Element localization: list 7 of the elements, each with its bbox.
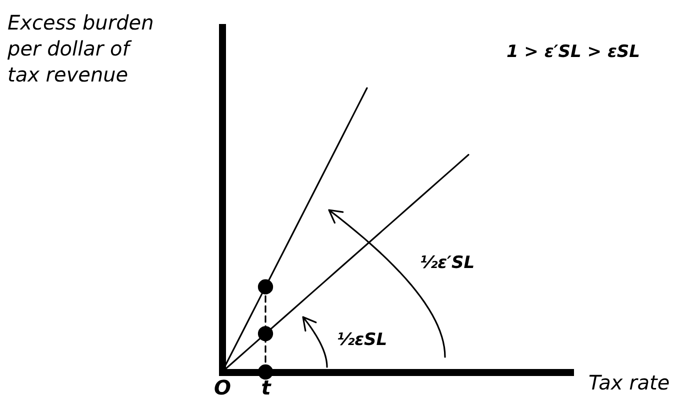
y-axis-title: Excess burden per dollar of tax revenue [6,10,154,86]
text: 1 > ε′SL > εSL [506,42,640,62]
x-tick-label: O [214,376,232,400]
annotation: ½εSL [337,330,388,350]
x-axis-title: Tax rate [588,370,670,394]
annotation: ½ε′SL [420,253,475,273]
x-tick-label: t [261,376,272,400]
